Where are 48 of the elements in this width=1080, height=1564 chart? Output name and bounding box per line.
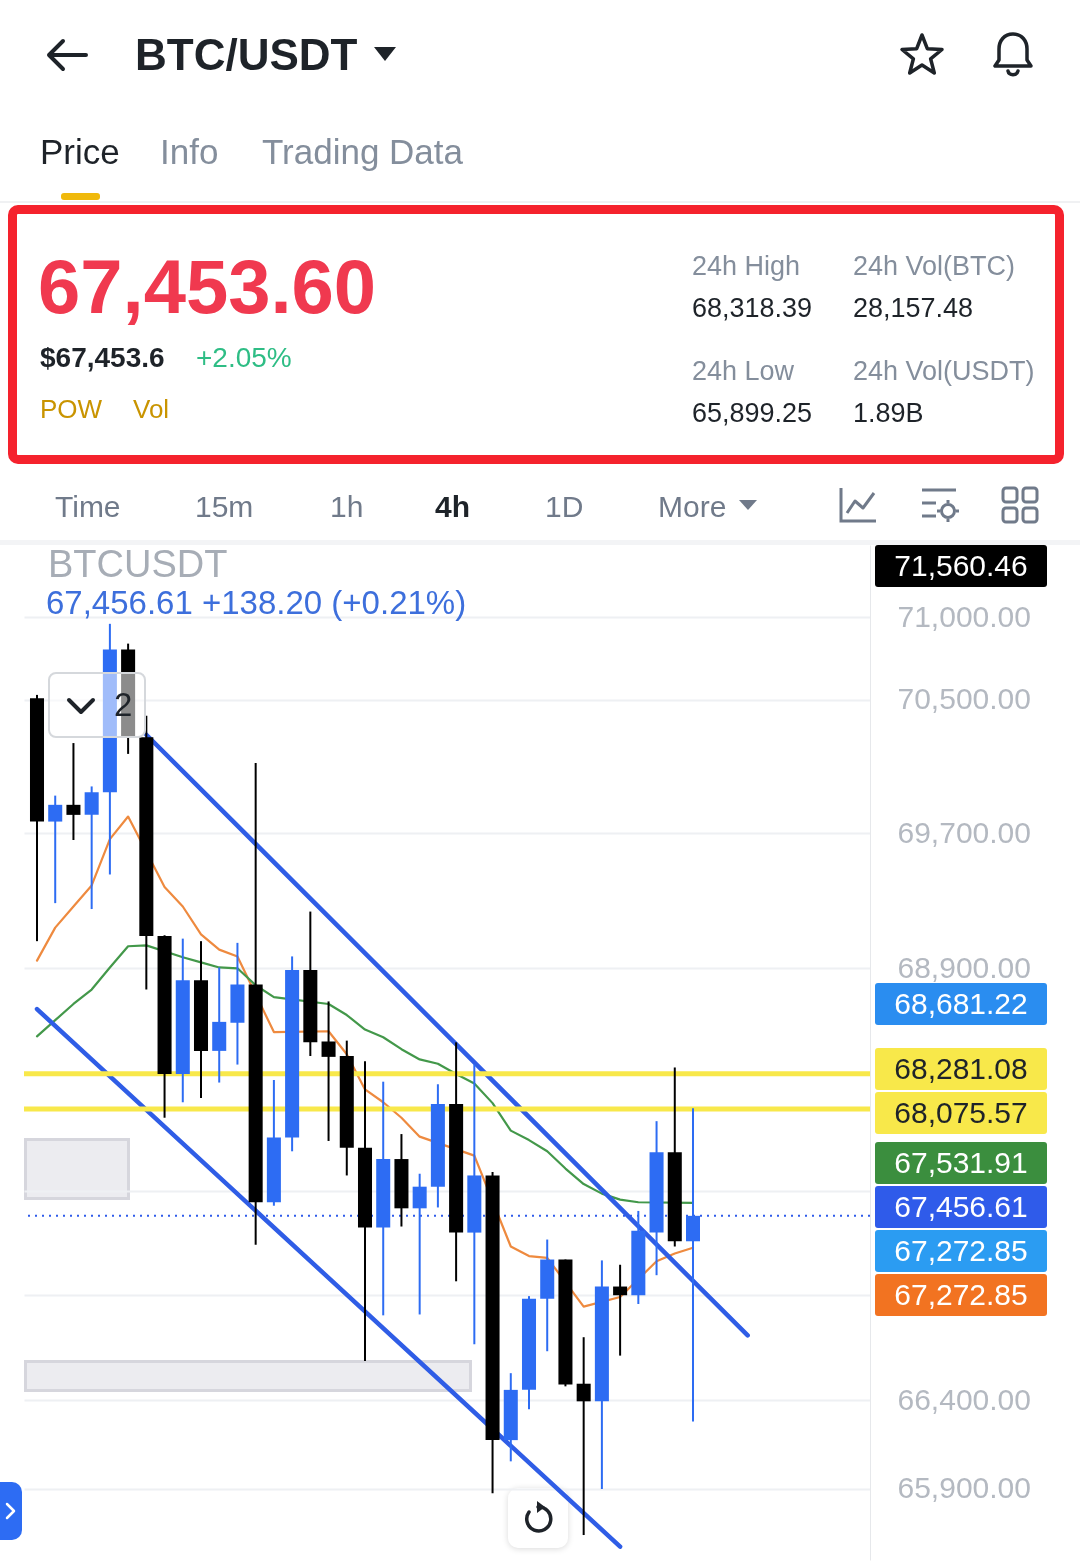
y-tick-label: 70,500.00 [897, 682, 1031, 716]
text: Price [40, 131, 120, 172]
text: 1.89B [853, 398, 924, 429]
candlestick [48, 794, 63, 905]
ref-line-label: 68,281.08 [894, 1052, 1028, 1087]
y-tick-label: 68,900.00 [897, 950, 1031, 984]
y-tick-label: 65,900.00 [897, 1471, 1031, 1505]
y-tick-label: 66,400.00 [897, 1382, 1031, 1416]
text: 67,272.85 [894, 1233, 1028, 1268]
text: 24h Vol(USDT) [853, 356, 1035, 387]
text: $67,453.6 [40, 341, 165, 374]
text: 68,681.22 [894, 987, 1028, 1021]
text: 67,456.61 +138.20 (+0.21%) [46, 583, 467, 622]
text: POW [40, 393, 103, 424]
line-series [35, 944, 695, 1204]
candlestick [321, 1000, 336, 1142]
text: 1h [330, 489, 364, 523]
candlestick [66, 742, 81, 842]
text: 65,899.25 [692, 398, 813, 429]
ref-line-label: 67,456.61 [894, 1189, 1028, 1224]
text: 67,453.60 [38, 244, 377, 330]
text: 71,560.46 [894, 549, 1028, 583]
text: Vol [133, 393, 170, 424]
candlestick [412, 1172, 427, 1316]
candlestick [576, 1336, 591, 1537]
text: 67,272.85 [894, 1277, 1028, 1312]
y-tick-label: 69,700.00 [897, 815, 1031, 849]
text: Time [55, 489, 121, 523]
text: 4h [435, 489, 471, 523]
text: Info [160, 131, 219, 172]
candlestick [685, 1107, 701, 1423]
text: Trading Data [262, 131, 464, 172]
text: 67,531.91 [894, 1145, 1028, 1180]
text: 24h Vol(BTC) [853, 251, 1016, 282]
text: 1D [545, 489, 584, 523]
ref-line-label: 68,075.57 [894, 1096, 1028, 1131]
text: More [658, 489, 727, 523]
text: 68,318.39 [692, 293, 813, 324]
text: 24h Low [692, 356, 795, 387]
text: +2.05% [196, 341, 292, 374]
text: 24h High [692, 251, 801, 282]
y-tick-label: 71,000.00 [897, 599, 1031, 633]
candlestick [84, 785, 99, 911]
text: 15m [195, 489, 254, 523]
chart-title: BTCUSDT [48, 543, 228, 586]
candlestick [613, 1263, 628, 1357]
text: 28,157.48 [853, 293, 974, 324]
text: BTC/USDT [135, 29, 358, 80]
